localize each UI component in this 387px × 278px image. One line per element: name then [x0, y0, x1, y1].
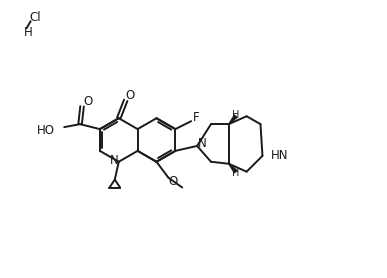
Text: H: H [232, 168, 240, 178]
Text: F: F [193, 111, 199, 124]
Text: HO: HO [37, 124, 55, 136]
Polygon shape [229, 164, 237, 173]
Text: O: O [125, 89, 134, 102]
Text: O: O [83, 95, 92, 108]
Text: H: H [232, 110, 240, 120]
Text: N: N [198, 137, 206, 150]
Text: O: O [169, 175, 178, 188]
Text: HN: HN [271, 149, 288, 162]
Polygon shape [229, 115, 237, 124]
Text: Cl: Cl [30, 11, 41, 24]
Text: N: N [110, 154, 118, 167]
Text: H: H [24, 26, 33, 39]
